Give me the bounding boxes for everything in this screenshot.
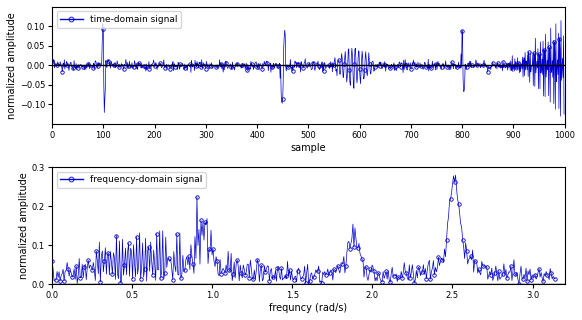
Y-axis label: normalized amplitude: normalized amplitude — [7, 12, 17, 119]
Legend: time-domain signal: time-domain signal — [56, 12, 181, 28]
Y-axis label: normalized amplitude: normalized amplitude — [19, 172, 29, 279]
X-axis label: sample: sample — [290, 143, 326, 153]
X-axis label: frequncy (rad/s): frequncy (rad/s) — [269, 303, 347, 313]
Legend: frequency-domain signal: frequency-domain signal — [56, 172, 206, 188]
